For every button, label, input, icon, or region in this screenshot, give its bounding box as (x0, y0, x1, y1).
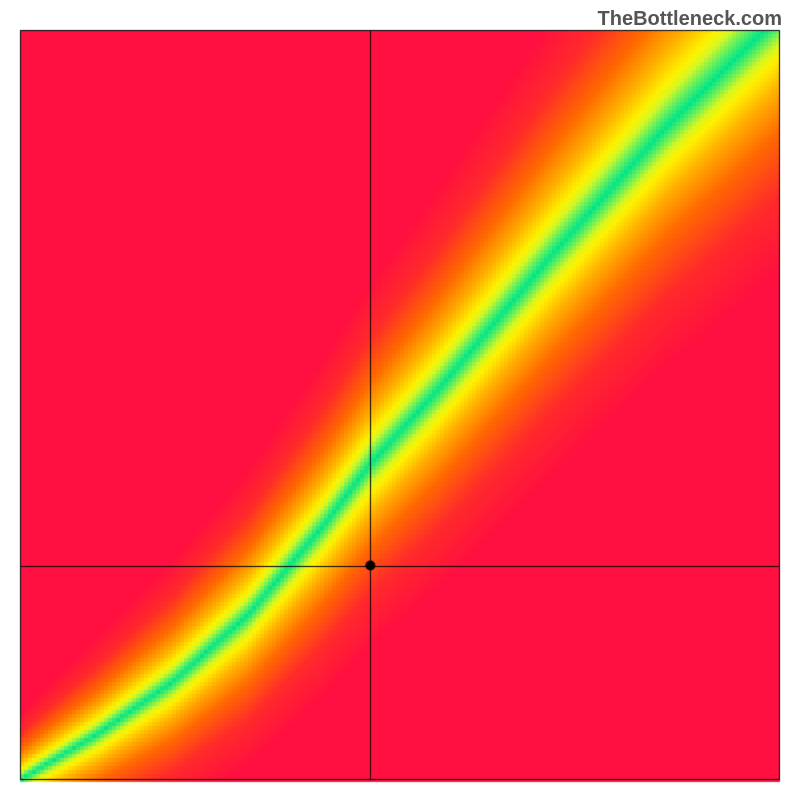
heatmap-canvas (0, 0, 800, 800)
chart-container: TheBottleneck.com (0, 0, 800, 800)
watermark-text: TheBottleneck.com (598, 8, 782, 31)
